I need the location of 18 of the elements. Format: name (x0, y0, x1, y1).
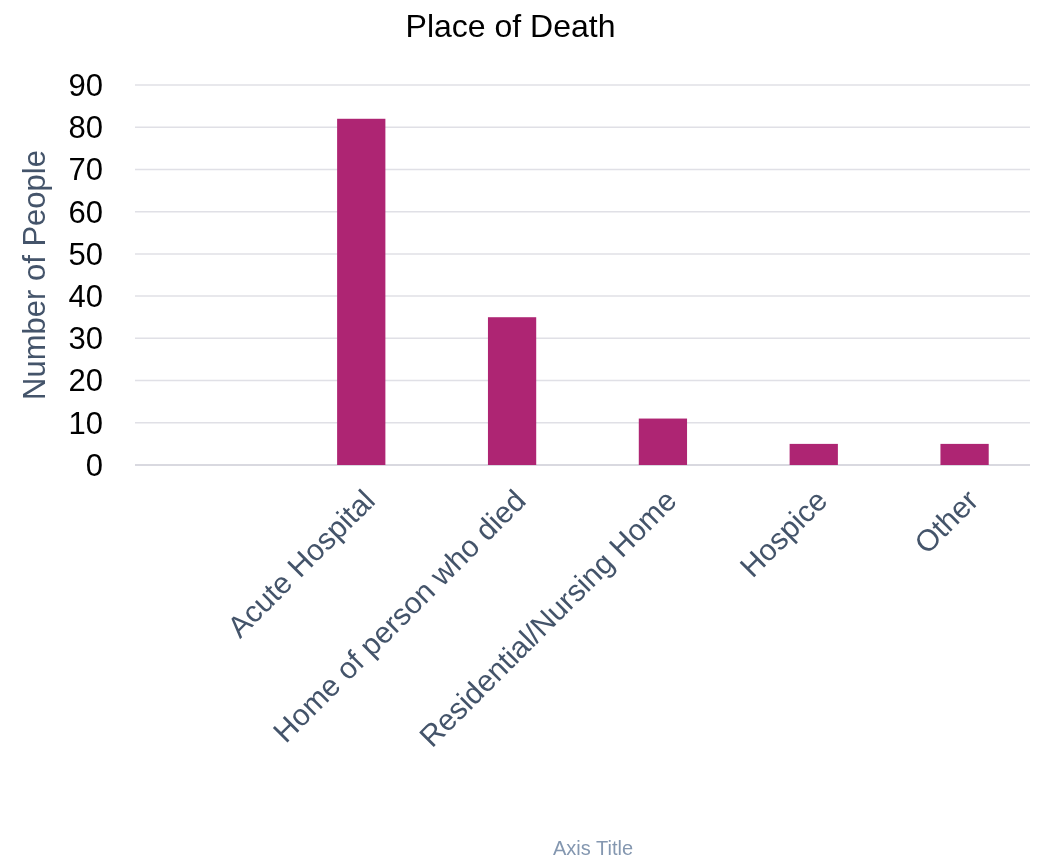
y-tick-label: 20 (68, 363, 103, 399)
y-tick-label: 80 (68, 110, 103, 146)
bar (789, 443, 838, 465)
y-tick-label: 10 (68, 405, 103, 441)
bar (638, 418, 688, 465)
bar (487, 317, 537, 465)
y-tick-label: 70 (68, 152, 103, 188)
x-axis-title: Axis Title (552, 837, 634, 859)
y-axis-title: Number of People (17, 150, 52, 400)
bar (337, 118, 386, 465)
bar (940, 443, 989, 465)
y-tick-label: 50 (68, 236, 103, 272)
y-tick-label: 40 (68, 278, 103, 314)
y-tick-label: 90 (68, 67, 103, 103)
chart-title: Place of Death (405, 8, 616, 44)
y-tick-label: 0 (85, 447, 103, 483)
y-tick-label: 30 (68, 321, 103, 357)
y-tick-label: 60 (68, 194, 103, 230)
